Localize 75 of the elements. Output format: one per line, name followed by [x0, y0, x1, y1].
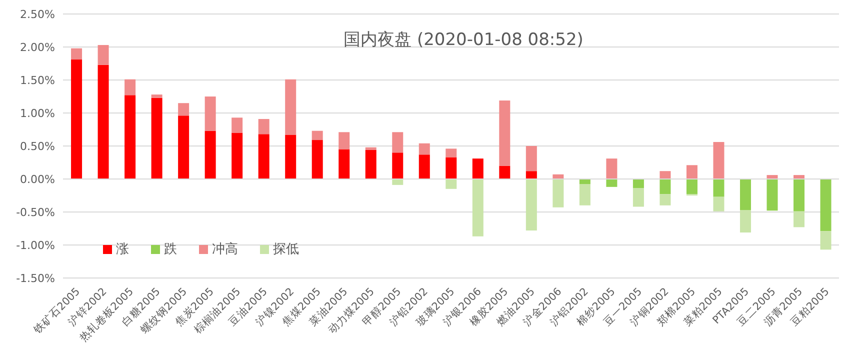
- bar: [740, 210, 751, 232]
- bar: [365, 150, 376, 179]
- bar: [660, 194, 671, 206]
- bar: [606, 179, 618, 187]
- bar: [686, 179, 698, 194]
- bar: [285, 79, 296, 135]
- bar: [446, 148, 457, 158]
- bar: [98, 64, 109, 179]
- y-tick-label: -1.00%: [16, 238, 55, 252]
- bar: [232, 118, 243, 133]
- bar: [285, 134, 296, 179]
- bar: [392, 152, 404, 179]
- y-tick-label: -1.50%: [16, 272, 55, 285]
- bar: [820, 231, 832, 250]
- bar: [418, 154, 430, 179]
- bar: [794, 179, 805, 212]
- bar: [526, 179, 537, 230]
- bar: [820, 179, 832, 232]
- bar: [632, 179, 644, 188]
- text: 国内夜盘 (2020-01-08 08:52): [344, 30, 584, 50]
- bar: [178, 116, 190, 179]
- legend-label: 涨: [116, 241, 129, 258]
- bar: [472, 158, 484, 179]
- y-tick-label: -0.50%: [16, 206, 55, 219]
- bar: [794, 211, 805, 228]
- bar: [312, 130, 323, 140]
- bar: [552, 179, 564, 208]
- bar: [71, 60, 82, 179]
- y-tick-label: 0.00%: [20, 172, 55, 186]
- bar: [713, 142, 724, 179]
- bar: [258, 118, 270, 134]
- bar: [204, 130, 216, 179]
- bar: [526, 171, 537, 179]
- legend-label: 冲高: [212, 241, 238, 258]
- bar: [499, 166, 510, 179]
- bar: [365, 147, 376, 150]
- bar: [178, 103, 190, 116]
- bar: [499, 100, 510, 166]
- bar: [204, 96, 216, 131]
- y-tick-label: 1.00%: [20, 106, 55, 120]
- bar: [151, 94, 162, 98]
- bar: [579, 184, 590, 206]
- bar: [579, 179, 590, 184]
- bar: [338, 149, 350, 179]
- bar: [632, 188, 644, 207]
- bar: [71, 48, 82, 60]
- bar: [151, 98, 162, 179]
- bar: [124, 79, 136, 96]
- y-tick-label: 2.50%: [20, 8, 55, 21]
- bar: [713, 196, 724, 212]
- legend-label: 探低: [273, 241, 299, 258]
- bar: [660, 179, 671, 194]
- bar: [766, 179, 778, 211]
- y-tick-label: 0.50%: [20, 140, 55, 153]
- bar: [446, 157, 457, 179]
- bar: [446, 179, 457, 189]
- bar: [660, 171, 671, 179]
- bar: [418, 143, 430, 155]
- bar: [258, 134, 270, 179]
- bar: [312, 140, 323, 179]
- bar: [392, 179, 404, 185]
- y-tick-label: 2.00%: [20, 40, 55, 54]
- bar: [338, 132, 350, 150]
- bar: [392, 132, 404, 153]
- bar: [124, 95, 136, 179]
- bar: [740, 179, 751, 210]
- bar: [713, 179, 724, 197]
- bar: [606, 158, 618, 179]
- legend-label: 跌: [164, 241, 177, 258]
- bar: [232, 132, 243, 179]
- bar: [686, 165, 698, 179]
- bar: [526, 146, 537, 172]
- bar: [472, 179, 484, 236]
- y-tick-label: 1.50%: [20, 74, 55, 87]
- bar: [98, 45, 109, 65]
